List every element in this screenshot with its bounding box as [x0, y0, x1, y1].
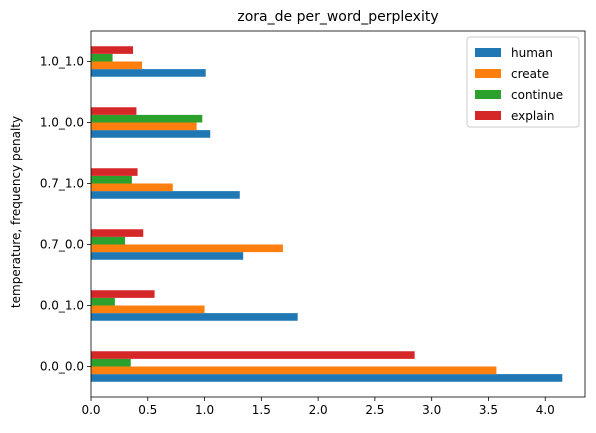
legend-label-continue: continue: [511, 88, 563, 102]
bar-human-0.7_0.0: [91, 252, 244, 260]
chart-title: zora_de per_word_perplexity: [237, 9, 438, 25]
bar-explain-0.7_1.0: [91, 168, 138, 176]
bar-explain-0.0_1.0: [91, 290, 155, 298]
y-tick-label: 0.0_1.0: [40, 299, 84, 313]
bar-human-0.7_1.0: [91, 191, 240, 199]
plot-area: 0.0_0.0 0.0_1.0 0.7_0.0 0.7_1.0 1.0_0.0 1.0_1…: [40, 30, 586, 417]
x-tick-label: 2.0: [309, 403, 328, 417]
legend-swatch-human: [475, 48, 501, 57]
bar-create-1.0_0.0: [91, 122, 197, 131]
x-tick-label: 0.5: [138, 403, 157, 417]
bar-human-0.0_1.0: [91, 313, 298, 321]
legend: human create continue explain: [466, 36, 580, 128]
bar-continue-0.7_0.0: [91, 236, 126, 245]
y-tick-label: 0.0_0.0: [40, 360, 84, 374]
y-tick-label: 0.7_0.0: [40, 238, 84, 252]
bar-explain-1.0_0.0: [91, 107, 137, 115]
legend-label-human: human: [511, 46, 553, 60]
y-axis-label: temperature, frequency penalty: [9, 116, 23, 308]
bar-human-0.0_0.0: [91, 374, 563, 382]
x-tick-label: 1.0: [195, 403, 214, 417]
bar-continue-1.0_1.0: [91, 53, 113, 62]
bar-continue-1.0_0.0: [91, 114, 203, 123]
x-tick-label: 2.5: [365, 403, 384, 417]
bar-explain-0.0_0.0: [91, 351, 415, 359]
legend-label-explain: explain: [511, 109, 555, 123]
y-tick-label: 1.0_1.0: [40, 55, 84, 69]
legend-box: [466, 36, 580, 128]
x-tick-label: 4.0: [536, 403, 555, 417]
bar-create-0.7_0.0: [91, 244, 283, 253]
legend-swatch-create: [475, 69, 501, 78]
y-tick-label: 1.0_0.0: [40, 116, 84, 130]
bar-create-0.0_1.0: [91, 305, 205, 314]
legend-swatch-continue: [475, 90, 501, 99]
bar-create-1.0_1.0: [91, 61, 143, 70]
bar-create-0.0_0.0: [91, 366, 497, 375]
bar-create-0.7_1.0: [91, 183, 173, 192]
bar-human-1.0_1.0: [91, 69, 206, 77]
plot-frame: [90, 30, 586, 398]
bar-explain-0.7_0.0: [91, 229, 144, 237]
x-tick-label: 1.5: [252, 403, 271, 417]
bar-continue-0.0_1.0: [91, 297, 115, 306]
legend-swatch-explain: [475, 111, 501, 120]
bar-human-1.0_0.0: [91, 130, 211, 138]
bar-continue-0.7_1.0: [91, 175, 132, 184]
x-tick-label: 3.5: [479, 403, 498, 417]
y-tick-label: 0.7_1.0: [40, 177, 84, 191]
x-tick-label: 3.0: [422, 403, 441, 417]
bar-explain-1.0_1.0: [91, 46, 134, 54]
x-tick-label: 0.0: [81, 403, 100, 417]
bar-continue-0.0_0.0: [91, 358, 131, 367]
legend-label-create: create: [511, 67, 549, 81]
